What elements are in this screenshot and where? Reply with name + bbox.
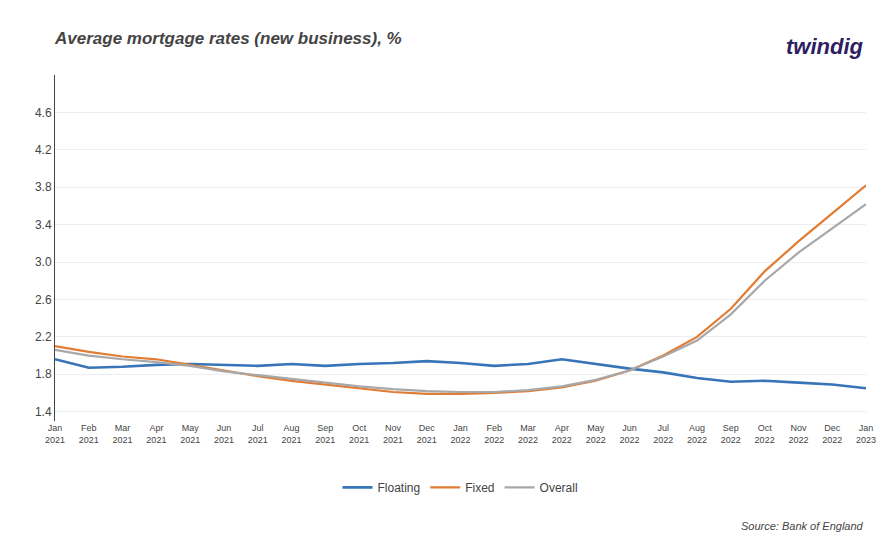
svg-text:May2021: May2021 (180, 423, 200, 445)
svg-text:Oct2021: Oct2021 (349, 423, 369, 445)
svg-text:4.2: 4.2 (35, 143, 52, 157)
svg-text:Jun2021: Jun2021 (214, 423, 234, 445)
svg-text:Dec2021: Dec2021 (417, 423, 437, 445)
svg-text:twindig: twindig (786, 34, 864, 59)
svg-text:Aug2022: Aug2022 (687, 423, 707, 445)
svg-text:1.4: 1.4 (35, 405, 52, 419)
svg-text:4.6: 4.6 (35, 106, 52, 120)
svg-text:Dec2022: Dec2022 (822, 423, 842, 445)
svg-text:Jul2022: Jul2022 (653, 423, 673, 445)
svg-text:May2022: May2022 (586, 423, 606, 445)
svg-text:Apr2022: Apr2022 (552, 423, 572, 445)
svg-text:Floating: Floating (378, 481, 421, 495)
svg-text:Jan2023: Jan2023 (856, 423, 876, 445)
svg-text:Sep2021: Sep2021 (315, 423, 335, 445)
svg-text:Jul2021: Jul2021 (248, 423, 268, 445)
svg-text:Overall: Overall (540, 481, 578, 495)
svg-text:Sep2022: Sep2022 (721, 423, 741, 445)
svg-text:Feb2022: Feb2022 (484, 423, 504, 445)
svg-text:Nov2022: Nov2022 (788, 423, 808, 445)
svg-text:3.0: 3.0 (35, 255, 52, 269)
svg-text:Fixed: Fixed (465, 481, 494, 495)
svg-text:Mar2022: Mar2022 (518, 423, 538, 445)
svg-text:Jan2022: Jan2022 (450, 423, 470, 445)
svg-text:1.8: 1.8 (35, 367, 52, 381)
svg-text:Nov2021: Nov2021 (383, 423, 403, 445)
svg-text:Feb2021: Feb2021 (79, 423, 99, 445)
svg-text:2.6: 2.6 (35, 293, 52, 307)
svg-text:Apr2021: Apr2021 (146, 423, 166, 445)
svg-text:Jan2021: Jan2021 (45, 423, 65, 445)
svg-text:Aug2021: Aug2021 (282, 423, 302, 445)
svg-text:Jun2022: Jun2022 (619, 423, 639, 445)
svg-text:Source: Bank of England: Source: Bank of England (741, 520, 864, 532)
svg-text:3.8: 3.8 (35, 180, 52, 194)
svg-text:Oct2022: Oct2022 (755, 423, 775, 445)
svg-text:2.2: 2.2 (35, 330, 52, 344)
svg-text:3.4: 3.4 (35, 218, 52, 232)
svg-text:Average mortgage rates (new bu: Average mortgage rates (new business), % (54, 29, 402, 48)
svg-text:Mar2021: Mar2021 (113, 423, 133, 445)
